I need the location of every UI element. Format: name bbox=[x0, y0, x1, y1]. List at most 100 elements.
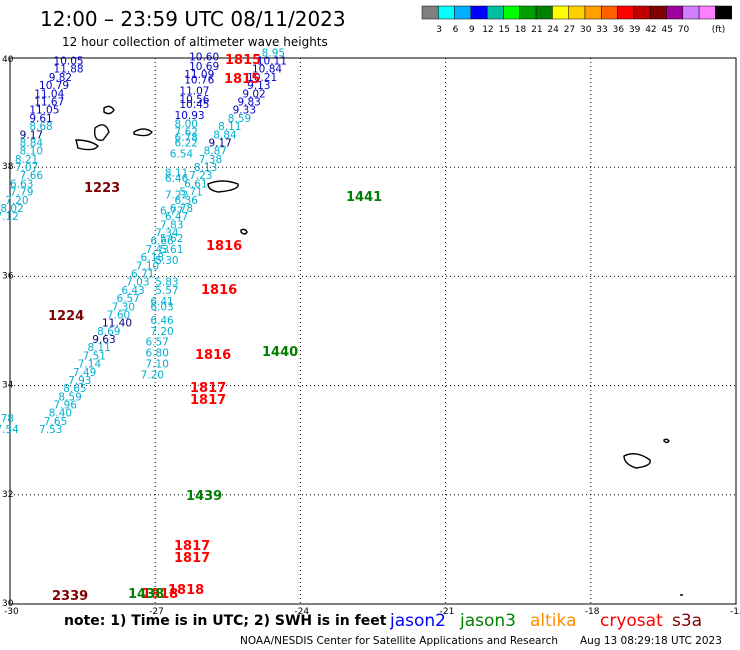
wave-height-label: 6.57 bbox=[116, 293, 139, 305]
wave-height-label: 10.11 bbox=[257, 56, 287, 68]
wave-height-label: 10.56 bbox=[179, 94, 209, 106]
wave-height-label: 6.71 bbox=[131, 268, 154, 280]
pass-time-label: 1816 bbox=[201, 283, 237, 298]
colorbar-label: 30 bbox=[580, 25, 592, 35]
islands bbox=[75, 105, 683, 596]
wave-height-label: 8.87 bbox=[204, 146, 227, 158]
pass-time-label: 1441 bbox=[346, 190, 382, 205]
pass-time-label: 1818 bbox=[168, 583, 204, 598]
wave-height-label: 11.88 bbox=[54, 64, 84, 76]
colorbar-swatch bbox=[568, 5, 586, 20]
plot-frame bbox=[9, 57, 737, 605]
colorbar-swatch bbox=[486, 5, 504, 20]
wave-height-label: 7.60 bbox=[107, 309, 130, 321]
colorbar-label: 12 bbox=[482, 25, 493, 35]
pass-time-label: 1817 bbox=[190, 393, 226, 408]
pass-time-label: 1224 bbox=[48, 309, 84, 324]
colorbar-swatch bbox=[698, 5, 716, 20]
wave-height-label: 8.68 bbox=[29, 121, 52, 133]
wave-height-label: 11.67 bbox=[34, 97, 64, 109]
wave-height-label: 9.13 bbox=[247, 80, 270, 92]
x-tick-label: -24 bbox=[294, 607, 309, 617]
wave-height-label: 10.76 bbox=[184, 75, 214, 87]
wave-height-label: 8.59 bbox=[58, 391, 81, 403]
colorbar-swatch bbox=[454, 5, 472, 20]
wave-height-label: 8.00 bbox=[175, 118, 198, 130]
wave-height-label: 10.69 bbox=[189, 61, 219, 73]
wave-height-label: 6.66 bbox=[150, 236, 174, 248]
pass-time-label: 1440 bbox=[262, 345, 298, 360]
wave-height-label: 11.09 bbox=[184, 69, 214, 81]
wave-height-label: 7.12 bbox=[0, 211, 19, 223]
x-tick-label: -21 bbox=[440, 607, 455, 617]
wave-height-label: 5.30 bbox=[155, 255, 178, 267]
wave-height-label: 10.60 bbox=[189, 52, 219, 64]
chart-title: 12:00 – 23:59 UTC 08/11/2023 bbox=[40, 7, 346, 31]
wave-height-label: 7.93 bbox=[68, 375, 91, 387]
wave-height-label: 10.93 bbox=[175, 110, 205, 122]
wave-height-label: 7.54 bbox=[0, 424, 19, 436]
wave-height-label: 7.65 bbox=[44, 416, 67, 428]
y-tick-label: 32 bbox=[2, 490, 13, 500]
wave-height-label: 10.05 bbox=[54, 56, 84, 68]
wave-height-label: 8.11 bbox=[87, 342, 110, 354]
y-tick-label: 36 bbox=[2, 271, 14, 281]
wave-height-label: 10.79 bbox=[39, 80, 69, 92]
x-tick-label: -27 bbox=[149, 607, 164, 617]
wave-height-label: 7.23 bbox=[189, 170, 212, 182]
wave-height-label: 7.83 bbox=[160, 219, 183, 231]
wave-height-label: 7.20 bbox=[141, 370, 164, 382]
wave-height-label: 9.61 bbox=[29, 113, 52, 125]
wave-height-label: 7.07 bbox=[15, 162, 38, 174]
pass-time-label: 1817 bbox=[174, 539, 210, 554]
wave-height-label: 7.51 bbox=[83, 350, 106, 362]
wave-height-label: 5.57 bbox=[155, 285, 178, 297]
pass-time-label: 1815 bbox=[224, 72, 260, 87]
colorbar-swatch bbox=[421, 5, 439, 20]
wave-height-label: 9.33 bbox=[233, 105, 256, 117]
wave-height-label: 5.61 bbox=[160, 244, 183, 256]
wave-height-label: 7.62 bbox=[175, 127, 198, 139]
wave-height-label: 6.63 bbox=[10, 178, 33, 190]
wave-height-label: 6.43 bbox=[121, 285, 144, 297]
y-tick-label: 40 bbox=[2, 55, 14, 65]
colorbar-label: 39 bbox=[629, 25, 641, 35]
pass-time-label: 1439 bbox=[186, 489, 222, 504]
colorbar-label: 6 bbox=[453, 25, 459, 35]
colorbar-swatch bbox=[438, 5, 455, 20]
colorbar-label: 27 bbox=[564, 25, 575, 35]
wave-height-label: 7.53 bbox=[39, 424, 62, 436]
wave-height-label: 8.11 bbox=[165, 167, 188, 179]
wave-height-label: 8.11 bbox=[218, 121, 241, 133]
pass-time-label: 1818 bbox=[142, 587, 178, 602]
colorbar-unit: (ft) bbox=[712, 25, 726, 35]
wave-height-label: 6.47 bbox=[165, 211, 188, 223]
wave-height-label: 10.45 bbox=[179, 99, 209, 111]
pass-time-label: 2339 bbox=[52, 589, 88, 604]
colorbar-swatch bbox=[552, 5, 569, 20]
wave-height-label: 9.63 bbox=[92, 334, 115, 346]
colorbar-label: 3 bbox=[436, 25, 442, 35]
wave-height-label: 7.03 bbox=[126, 277, 149, 289]
satellite-legend-jason3: jason3 bbox=[459, 611, 516, 631]
wave-height-label: 6.77 bbox=[160, 206, 183, 218]
wave-height-label: 11.05 bbox=[29, 105, 59, 117]
pass-time-label: 1438 bbox=[128, 587, 164, 602]
wave-height-label: 8.69 bbox=[97, 326, 120, 338]
satellite-legend-s3a: s3a bbox=[672, 611, 702, 631]
colorbar-label: 70 bbox=[678, 25, 690, 35]
wave-height-label: 6.78 bbox=[175, 132, 198, 144]
wave-height-label: 6.57 bbox=[146, 337, 169, 349]
pass-time-label: 1816 bbox=[206, 239, 242, 254]
colorbar-swatch bbox=[503, 5, 521, 20]
wave-height-label: 7.79 bbox=[10, 187, 33, 199]
wave-height-label: 7.20 bbox=[150, 326, 173, 338]
wave-height-label: 7.30 bbox=[112, 301, 135, 313]
wave-height-label: 6.61 bbox=[184, 178, 207, 190]
wave-height-label: 8.65 bbox=[63, 383, 86, 395]
x-tick-label: -18 bbox=[585, 607, 600, 617]
colorbar-swatch bbox=[617, 5, 635, 20]
footer-note: note: 1) Time is in UTC; 2) SWH is in fe… bbox=[64, 613, 387, 629]
colorbar-label: 21 bbox=[531, 25, 542, 35]
